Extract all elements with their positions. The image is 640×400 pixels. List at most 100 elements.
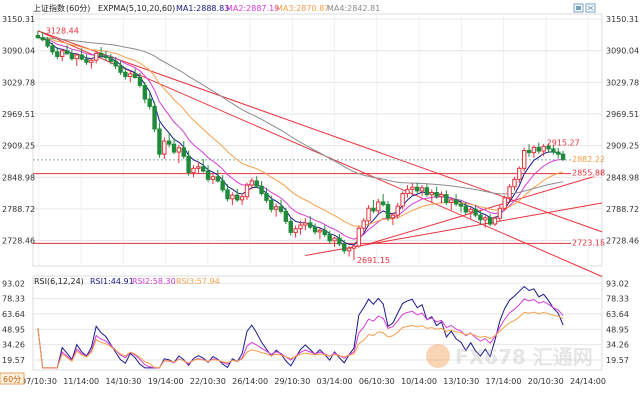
candle-body: [220, 180, 225, 191]
candle-body: [517, 167, 522, 180]
candle-body: [390, 214, 396, 219]
candle-body: [157, 128, 162, 155]
candle-body: [162, 140, 167, 155]
candle-body: [269, 199, 274, 210]
candle-body: [303, 222, 308, 226]
candle-body: [521, 150, 527, 169]
candle-body: [273, 206, 279, 210]
price-tag: 2855.88: [572, 169, 605, 178]
rsi-axis-label-left: 63.64: [2, 310, 25, 319]
candle-body: [132, 73, 138, 79]
rsi-header-rsi2: RSI2:58.30: [132, 277, 176, 286]
period-button[interactable]: 60分: [0, 372, 25, 385]
candle-body: [332, 237, 337, 242]
candle-body: [79, 54, 84, 60]
candle-body: [322, 229, 327, 236]
candle-body: [463, 205, 469, 213]
header-ma4: MA4:2842.81: [327, 4, 380, 13]
main-panel-frame: [32, 13, 603, 267]
time-axis-label: 24/14:00: [570, 377, 606, 386]
candle-body: [123, 71, 128, 77]
candle-body: [113, 60, 118, 67]
candle-body: [497, 207, 503, 219]
time-axis-label: 11/14:00: [63, 377, 99, 386]
price-axis-label-left: 2788.72: [2, 205, 35, 214]
rsi3-line: [37, 311, 564, 369]
rsi-axis-label: 78.33: [606, 295, 629, 304]
candle-body: [283, 210, 289, 222]
time-axis-label: 26/14:00: [232, 377, 268, 386]
price-axis-label-left: 2969.51: [2, 110, 35, 119]
candle-body: [380, 201, 386, 206]
candle-body: [137, 77, 143, 86]
candle-body: [536, 146, 541, 152]
candle-body: [560, 153, 566, 160]
candle-body: [64, 50, 70, 55]
time-axis-label: 07/10:30: [21, 377, 57, 386]
candle-body: [142, 84, 148, 100]
candle-body: [69, 53, 75, 60]
candle-body: [478, 214, 483, 221]
price-axis-label: 3090.04: [606, 47, 639, 56]
candle-body: [35, 35, 41, 39]
candle-body: [366, 207, 371, 222]
rsi-axis-label-left: 78.33: [2, 295, 25, 304]
rsi1-line: [37, 285, 564, 369]
candle-body: [225, 189, 230, 200]
candle-body: [186, 155, 191, 174]
candle-body: [556, 151, 561, 155]
trend-line: [305, 202, 603, 256]
rsi-axis-label-left: 34.26: [2, 341, 25, 350]
price-annotation: 2691.15: [357, 256, 390, 265]
candle-body: [487, 217, 493, 225]
candle-body: [439, 194, 444, 198]
time-axis-label: 19/14:00: [148, 377, 184, 386]
time-axis-label: 10/14:00: [401, 377, 437, 386]
candle-body: [215, 176, 221, 182]
candle-body: [356, 227, 362, 247]
rsi-header-indicator: RSI(6,12,24): [34, 277, 84, 286]
candle-body: [449, 199, 454, 203]
maximize-icon[interactable]: [573, 3, 584, 13]
price-tag: 2882.22: [572, 155, 605, 164]
rsi-header-rsi1: RSI1:44.91: [90, 277, 134, 286]
candle-body: [429, 192, 434, 196]
price-tag-bg: [571, 153, 601, 163]
candle-body: [278, 206, 284, 212]
candle-body: [419, 187, 425, 192]
candle-body: [410, 186, 415, 190]
header-ma3: MA3:2870.87: [276, 4, 329, 13]
price-tag-bg: [571, 237, 601, 247]
header-ma2: MA2:2887.19: [226, 4, 279, 13]
candle-body: [108, 57, 114, 62]
candle-body: [171, 143, 177, 153]
price-axis-label-left: 3150.31: [2, 15, 35, 24]
candle-body: [118, 65, 123, 73]
candle-body: [254, 180, 259, 187]
close-icon[interactable]: [585, 3, 596, 13]
price-axis-label: 2848.98: [606, 173, 639, 182]
time-axis-label: 22/10:30: [190, 377, 226, 386]
candle-body: [385, 204, 391, 219]
candle-body: [89, 59, 94, 63]
candle-body: [395, 205, 400, 216]
candle-body: [308, 222, 313, 228]
candle-body: [205, 170, 211, 180]
time-axis-label: 29/10:30: [274, 377, 310, 386]
price-axis-label: 2788.72: [606, 205, 639, 214]
rsi-axis-label: 93.02: [606, 279, 629, 288]
candle-body: [235, 194, 240, 201]
ma4-line: [37, 37, 564, 195]
candle-body: [40, 37, 45, 41]
watermark-text: FX678 汇通网: [455, 345, 593, 369]
candle-body: [453, 199, 459, 205]
candle-body: [414, 186, 420, 192]
rsi-axis-label-left: 93.02: [2, 279, 25, 288]
price-annotation: 3128.44: [46, 27, 79, 36]
candle-body: [288, 220, 293, 233]
candle-body: [468, 208, 473, 213]
candle-body: [230, 194, 235, 200]
candle-body: [201, 166, 206, 172]
price-axis-label-left: 2728.46: [2, 237, 35, 246]
